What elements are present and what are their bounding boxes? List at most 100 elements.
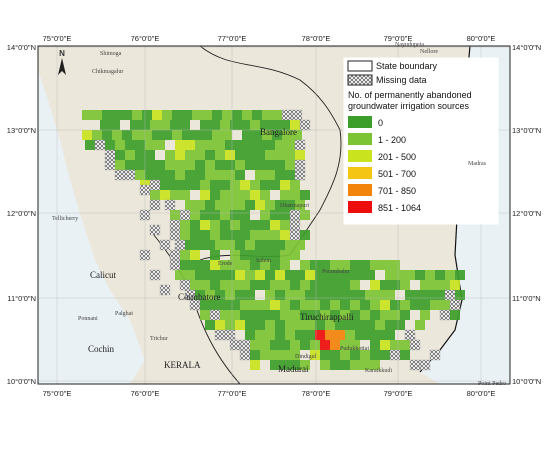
cell [200, 300, 210, 310]
cell [275, 160, 285, 170]
cell [295, 150, 305, 160]
cell [200, 210, 210, 220]
cell [255, 240, 265, 250]
cell [205, 150, 215, 160]
cell [180, 230, 190, 240]
missing-cell [289, 229, 301, 241]
cell [152, 130, 162, 140]
cell [195, 290, 205, 300]
missing-cell [289, 209, 301, 221]
cell [365, 290, 375, 300]
cell [185, 200, 195, 210]
cell [112, 110, 122, 120]
cell [255, 170, 265, 180]
cell [345, 330, 355, 340]
cell [220, 180, 230, 190]
cell [260, 310, 270, 320]
cell [335, 270, 345, 280]
cell [230, 220, 240, 230]
cell [210, 180, 220, 190]
cell [265, 200, 275, 210]
cell [380, 340, 390, 350]
legend-label: 501 - 700 [378, 169, 416, 179]
cell [370, 340, 380, 350]
cell [375, 320, 385, 330]
cell [245, 150, 255, 160]
cell [265, 140, 275, 150]
cell [415, 320, 425, 330]
missing-cell [179, 209, 191, 221]
cell [250, 310, 260, 320]
cell [170, 120, 180, 130]
missing-cell [169, 219, 181, 231]
cell [170, 190, 180, 200]
cell [420, 310, 430, 320]
cell [250, 120, 260, 130]
cell [185, 140, 195, 150]
cell [235, 150, 245, 160]
cell [355, 270, 365, 280]
lon-label: 77°0'0"E [218, 389, 247, 398]
cell [280, 250, 290, 260]
cell [220, 260, 230, 270]
cell [225, 140, 235, 150]
cell [355, 330, 365, 340]
cell [210, 250, 220, 260]
cell [425, 290, 435, 300]
cell [195, 270, 205, 280]
lon-label: 77°0'0"E [218, 34, 247, 43]
cell [355, 290, 365, 300]
cell [205, 170, 215, 180]
cell [100, 120, 110, 130]
legend-title: No. of permanently abandoned [348, 90, 472, 100]
cell [255, 320, 265, 330]
cell [260, 190, 270, 200]
cell [172, 110, 182, 120]
cell [400, 280, 410, 290]
legend-label: Missing data [376, 75, 427, 85]
cell [275, 140, 285, 150]
cell [115, 140, 125, 150]
cell [190, 220, 200, 230]
cell [225, 170, 235, 180]
cell [395, 270, 405, 280]
cell [240, 230, 250, 240]
cell [300, 230, 310, 240]
legend-label: 0 [378, 118, 383, 128]
cell [190, 210, 200, 220]
cell [350, 350, 360, 360]
missing-cell [281, 109, 293, 121]
lat-label: 12°0'0"N [512, 209, 541, 218]
cell [145, 140, 155, 150]
cell [265, 270, 275, 280]
cell [235, 270, 245, 280]
cell [242, 110, 252, 120]
cell [320, 280, 330, 290]
legend-label: 1 - 200 [378, 135, 406, 145]
lon-label: 76°0'0"E [131, 34, 160, 43]
place-label: Bangalore [260, 127, 297, 137]
cell [365, 320, 375, 330]
cell [250, 350, 260, 360]
lat-label: 13°0'0"N [512, 126, 541, 135]
cell [220, 230, 230, 240]
cell [210, 280, 220, 290]
cell [195, 200, 205, 210]
cell [175, 170, 185, 180]
missing-cell [229, 339, 241, 351]
lat-label: 10°0'0"N [7, 377, 36, 386]
cell [325, 320, 335, 330]
cell [185, 170, 195, 180]
cell [215, 140, 225, 150]
cell [395, 320, 405, 330]
cell [325, 330, 335, 340]
cell [240, 280, 250, 290]
cell [360, 310, 370, 320]
cell [330, 300, 340, 310]
cell [405, 290, 415, 300]
cell [210, 190, 220, 200]
cell [155, 160, 165, 170]
cell [242, 130, 252, 140]
cell [262, 130, 272, 140]
lon-label: 75°0'0"E [43, 34, 72, 43]
